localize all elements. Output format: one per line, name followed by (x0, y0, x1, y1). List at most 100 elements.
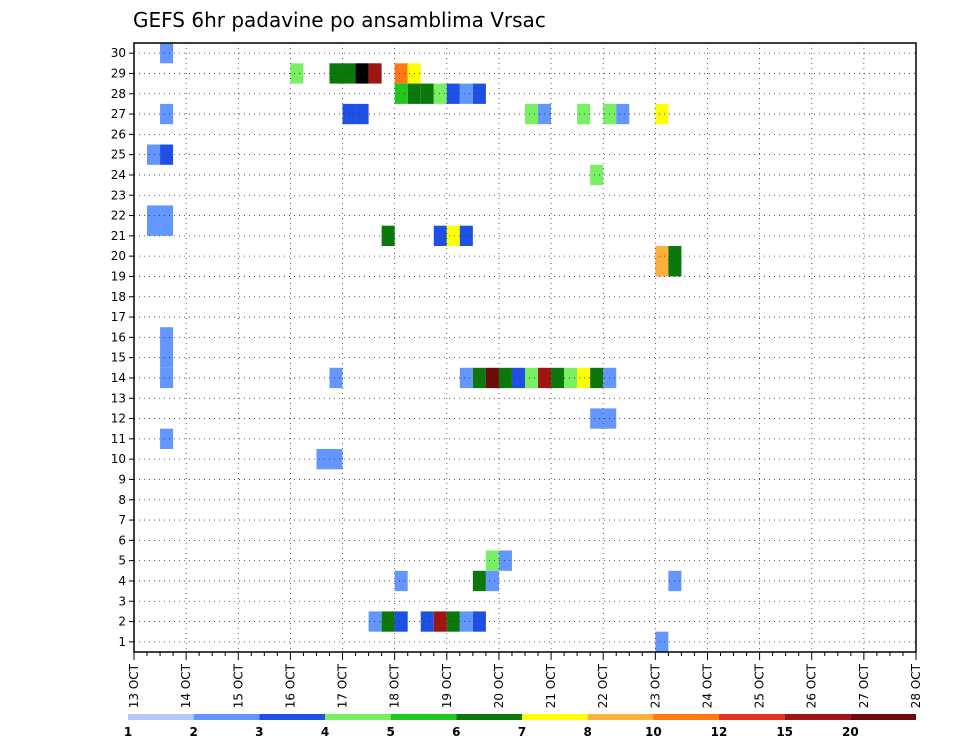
heatmap-cell (485, 570, 499, 592)
colorbar-label: 20 (842, 725, 859, 739)
y-tick-label: 2 (118, 615, 126, 629)
heatmap-cell (160, 428, 174, 449)
y-tick-label: 1 (118, 635, 126, 649)
heatmap-cell (290, 63, 304, 84)
x-tick-label: 25 OCT (753, 663, 767, 708)
x-tick-label: 27 OCT (857, 663, 871, 708)
heatmap-cell (485, 550, 499, 571)
colorbar-swatch (850, 714, 916, 720)
heatmap-cell (459, 367, 473, 389)
y-tick-label: 25 (111, 148, 126, 162)
heatmap-cell (577, 367, 591, 389)
heatmap-cell (446, 611, 460, 632)
colorbar-label: 7 (518, 725, 526, 739)
x-tick-label: 28 OCT (909, 663, 923, 708)
x-tick-label: 14 OCT (179, 663, 193, 708)
x-tick-label: 19 OCT (440, 663, 454, 708)
heatmap-cell (668, 256, 682, 277)
y-tick-label: 4 (118, 574, 126, 588)
y-tick-label: 11 (111, 432, 126, 446)
y-axis: 1234567891011121314151617181920212223242… (111, 46, 134, 649)
heatmap-cell (616, 103, 630, 125)
heatmap-cell (525, 103, 539, 125)
y-tick-label: 13 (111, 391, 126, 405)
colorbar-label: 3 (255, 725, 263, 739)
y-tick-label: 8 (118, 493, 126, 507)
y-tick-label: 7 (118, 513, 126, 527)
x-tick-label: 26 OCT (805, 663, 819, 708)
colorbar-swatch (193, 714, 260, 720)
y-tick-label: 17 (111, 310, 126, 324)
colorbar-swatch (522, 714, 588, 720)
heatmap-cell (551, 367, 565, 389)
colorbar-swatch (128, 714, 194, 720)
colorbar-label: 4 (321, 725, 329, 739)
colorbar-swatch (456, 714, 522, 720)
y-tick-label: 5 (118, 554, 126, 568)
heatmap-cell (160, 327, 174, 348)
colorbar-swatch (259, 714, 325, 720)
y-tick-label: 30 (111, 46, 126, 60)
heatmap-cell (446, 83, 460, 104)
y-tick-label: 6 (118, 533, 126, 547)
colorbar-label: 5 (386, 725, 394, 739)
y-tick-label: 20 (111, 249, 126, 263)
colorbar-label: 8 (583, 725, 591, 739)
heatmap-cell (316, 449, 330, 470)
colorbar-label: 1 (124, 725, 132, 739)
heatmap-cell (394, 611, 408, 632)
colorbar-swatch (653, 714, 719, 720)
heatmap-cell (655, 103, 669, 125)
y-tick-label: 21 (111, 229, 126, 243)
heatmap-cell (655, 256, 669, 277)
x-tick-label: 15 OCT (231, 663, 245, 708)
heatmap-cell (564, 367, 578, 389)
x-tick-label: 16 OCT (283, 663, 297, 708)
x-tick-label: 13 OCT (127, 663, 141, 708)
heatmap-cell (525, 367, 539, 389)
heatmap-cell (394, 83, 408, 104)
heatmap-cell (590, 408, 604, 429)
heatmap-cell (355, 103, 369, 125)
heatmap-cell (160, 215, 174, 236)
heatmap-cell (420, 83, 434, 104)
heatmap-cell (590, 367, 604, 389)
y-tick-label: 29 (111, 66, 126, 80)
heatmap-cell (485, 367, 499, 389)
x-axis: 13 OCT 14 OCT 15 OCT 16 OCT 17 OCT 18 OCT 19 O… (127, 652, 923, 708)
heatmap-cell (329, 367, 343, 389)
heatmap-cell (420, 611, 434, 632)
x-tick-label: 24 OCT (700, 663, 714, 708)
y-tick-label: 23 (111, 188, 126, 202)
heatmap-cell (655, 631, 669, 652)
y-tick-label: 3 (118, 594, 126, 608)
x-tick-label: 22 OCT (596, 663, 610, 708)
colorbar-label: 10 (645, 725, 662, 739)
chart-title: GEFS 6hr padavine po ansamblima Vrsac (133, 8, 546, 32)
heatmap-cell (160, 144, 174, 165)
y-tick-label: 10 (111, 452, 126, 466)
heatmap-cell (329, 63, 343, 84)
heatmap-cell (368, 63, 382, 84)
x-tick-label: 17 OCT (336, 663, 350, 708)
y-tick-label: 18 (111, 290, 126, 304)
colorbar-swatch (719, 714, 785, 720)
heatmap-cell (433, 225, 447, 246)
y-tick-label: 16 (111, 330, 126, 344)
colorbar: 1 2 3 4 5 6 7 8 10 12 15 20 (124, 714, 916, 739)
heatmap-cell (160, 347, 174, 368)
colorbar-label: 2 (189, 725, 197, 739)
heatmap-cell (498, 550, 512, 571)
y-tick-label: 9 (118, 472, 126, 486)
colorbar-swatch (587, 714, 654, 720)
heatmap-cell (498, 367, 512, 389)
y-tick-label: 12 (111, 412, 126, 426)
colorbar-swatch (784, 714, 851, 720)
heatmap-cell (368, 611, 382, 632)
y-tick-label: 26 (111, 127, 126, 141)
colorbar-swatch (390, 714, 457, 720)
grid-lines (134, 43, 916, 652)
colorbar-swatch (325, 714, 391, 720)
y-tick-label: 19 (111, 269, 126, 283)
